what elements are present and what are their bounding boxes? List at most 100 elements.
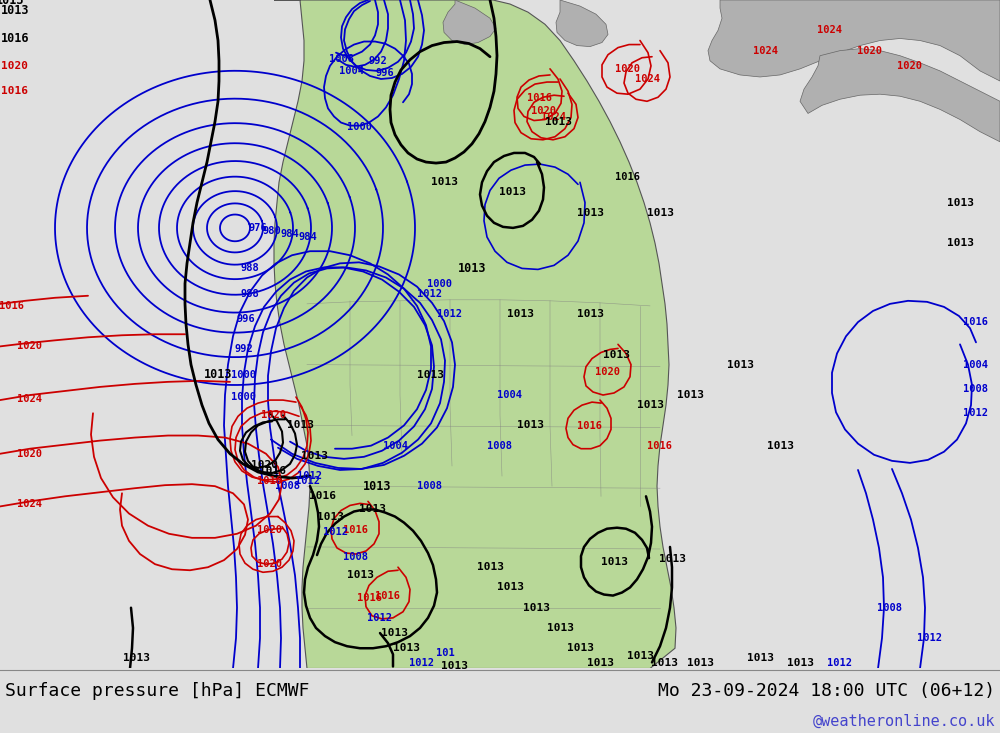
Text: 1013: 1013 xyxy=(767,441,794,451)
Text: 101: 101 xyxy=(436,648,454,658)
Text: 1020: 1020 xyxy=(858,45,883,56)
Text: @weatheronline.co.uk: @weatheronline.co.uk xyxy=(812,714,995,729)
Text: 1024: 1024 xyxy=(818,26,842,35)
Text: 1013: 1013 xyxy=(576,207,604,218)
Text: 1020: 1020 xyxy=(260,410,286,420)
Text: 988: 988 xyxy=(241,289,259,299)
Text: 980: 980 xyxy=(263,226,281,236)
Text: 1004: 1004 xyxy=(498,390,522,400)
Text: 1016: 1016 xyxy=(358,592,382,603)
Text: 1013: 1013 xyxy=(658,554,686,564)
Text: 988: 988 xyxy=(241,263,259,273)
Text: 1020: 1020 xyxy=(596,366,620,377)
Text: Mo 23-09-2024 18:00 UTC (06+12): Mo 23-09-2024 18:00 UTC (06+12) xyxy=(658,682,995,700)
Text: 1012: 1012 xyxy=(298,471,322,481)
Text: 1013: 1013 xyxy=(204,368,232,381)
Text: 1020: 1020 xyxy=(2,61,28,71)
Text: 1024: 1024 xyxy=(18,394,42,404)
Text: 1013: 1013 xyxy=(726,360,754,369)
Text: 1016: 1016 xyxy=(344,525,368,535)
Text: 1016: 1016 xyxy=(310,491,336,501)
Text: 984: 984 xyxy=(281,229,299,239)
Text: 1016: 1016 xyxy=(578,421,602,432)
Text: 1008: 1008 xyxy=(962,384,988,394)
Text: 984: 984 xyxy=(299,232,317,242)
Polygon shape xyxy=(556,0,608,47)
Text: 1013: 1013 xyxy=(546,623,574,633)
Text: 1013: 1013 xyxy=(416,369,444,380)
Text: 1012: 1012 xyxy=(296,476,320,486)
Text: 1013: 1013 xyxy=(602,557,629,567)
Text: 1013: 1013 xyxy=(626,652,654,661)
Text: 1012: 1012 xyxy=(324,527,349,537)
Text: 1008: 1008 xyxy=(276,481,300,491)
Text: 1012: 1012 xyxy=(962,408,988,419)
Text: 1012: 1012 xyxy=(368,613,392,623)
Text: 1013: 1013 xyxy=(1,4,29,17)
Text: 1004: 1004 xyxy=(340,66,364,76)
Text: 1013: 1013 xyxy=(287,421,314,430)
Text: 1016: 1016 xyxy=(258,476,283,486)
Text: 1013: 1013 xyxy=(316,512,344,522)
Text: 1016: 1016 xyxy=(0,301,24,311)
Text: 1012: 1012 xyxy=(438,309,462,319)
Text: 1013: 1013 xyxy=(746,653,774,663)
Text: 1013: 1013 xyxy=(302,451,328,461)
Text: 1013: 1013 xyxy=(637,400,664,410)
Text: 1004: 1004 xyxy=(962,360,988,369)
Text: 1013: 1013 xyxy=(382,628,409,638)
Text: 1012: 1012 xyxy=(410,658,434,668)
Text: 1012: 1012 xyxy=(828,658,852,668)
Polygon shape xyxy=(274,0,676,668)
Text: 1016: 1016 xyxy=(648,441,672,451)
Text: 1008: 1008 xyxy=(418,481,442,491)
Text: 1013: 1013 xyxy=(676,390,704,400)
Text: 1013: 1013 xyxy=(576,309,604,319)
Text: 1013: 1013 xyxy=(347,570,374,581)
Text: 1013: 1013 xyxy=(507,309,534,319)
Text: 1020: 1020 xyxy=(898,61,922,71)
Text: 1024: 1024 xyxy=(753,45,778,56)
Text: 1008: 1008 xyxy=(342,552,368,562)
Text: 1000: 1000 xyxy=(230,369,256,380)
Text: 1013: 1013 xyxy=(946,198,974,207)
Text: 1016: 1016 xyxy=(258,466,286,476)
Text: 1013: 1013 xyxy=(516,421,544,430)
Text: 1024: 1024 xyxy=(636,74,660,84)
Text: 1013: 1013 xyxy=(392,644,420,653)
Text: 1013: 1013 xyxy=(122,653,150,663)
Text: 1024: 1024 xyxy=(542,112,566,122)
Text: 1020: 1020 xyxy=(18,449,42,459)
Text: 996: 996 xyxy=(237,314,255,324)
Text: 1016: 1016 xyxy=(962,317,988,327)
Text: 1013: 1013 xyxy=(646,207,674,218)
Text: 1016: 1016 xyxy=(2,86,28,96)
Text: 1013: 1013 xyxy=(566,644,594,653)
Text: 1013: 1013 xyxy=(358,504,386,515)
Text: 1013: 1013 xyxy=(522,603,550,613)
Text: 992: 992 xyxy=(235,345,253,355)
Text: 1008: 1008 xyxy=(878,603,902,613)
Text: 1012: 1012 xyxy=(918,633,942,643)
Text: 1008: 1008 xyxy=(330,54,354,64)
Text: 1020: 1020 xyxy=(258,525,283,535)
Polygon shape xyxy=(708,0,1000,81)
Text: 1012: 1012 xyxy=(418,289,442,299)
Text: 1016: 1016 xyxy=(1,32,29,45)
Text: 1013: 1013 xyxy=(786,658,814,668)
Text: 1013: 1013 xyxy=(686,658,714,668)
Text: 1013: 1013 xyxy=(363,479,391,493)
Text: 1020: 1020 xyxy=(252,460,278,470)
Text: 1020: 1020 xyxy=(532,106,556,117)
Text: 1013: 1013 xyxy=(477,562,504,572)
Text: 1013: 1013 xyxy=(496,583,524,592)
Text: 1020: 1020 xyxy=(18,342,42,351)
Text: 992: 992 xyxy=(369,56,387,66)
Text: 1013: 1013 xyxy=(946,238,974,248)
Text: 1024: 1024 xyxy=(18,499,42,509)
Text: 1013: 1013 xyxy=(604,350,631,359)
Text: 1013: 1013 xyxy=(586,658,614,668)
Text: 1013: 1013 xyxy=(544,117,572,127)
Text: 1016: 1016 xyxy=(528,93,552,103)
Text: 1000: 1000 xyxy=(232,392,256,402)
